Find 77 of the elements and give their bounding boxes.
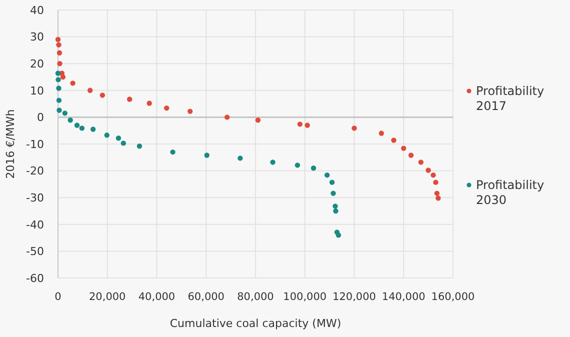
point: [79, 126, 85, 131]
x-tick-label: 40,000: [138, 291, 176, 303]
point: [270, 160, 276, 165]
y-tick-label: -60: [26, 272, 44, 285]
point: [297, 122, 303, 127]
point: [352, 126, 357, 131]
point: [146, 100, 152, 106]
point: [378, 130, 384, 136]
y-tick-label: -50: [26, 245, 44, 258]
point: [56, 98, 62, 103]
point: [56, 77, 61, 82]
point: [433, 180, 438, 185]
point: [418, 160, 424, 165]
point: [62, 110, 68, 116]
y-tick-label: -40: [26, 218, 44, 232]
y-tick-label: 0: [37, 111, 44, 124]
x-tick-label: 60,000: [188, 291, 224, 303]
point: [126, 96, 132, 102]
y-tick-label: 30: [30, 30, 44, 44]
point: [238, 156, 243, 161]
point: [310, 166, 316, 171]
y-tick-label: 40: [30, 4, 44, 17]
point: [60, 74, 66, 80]
point: [304, 122, 310, 128]
point: [56, 86, 62, 91]
point: [90, 126, 96, 132]
legend-label: Profitability 2017: [476, 84, 544, 113]
point: [116, 136, 122, 141]
point: [330, 190, 336, 196]
y-tick-label: -30: [26, 191, 44, 204]
point: [74, 122, 80, 128]
x-tick-label: 80,000: [237, 291, 274, 303]
y-tick-label: -10: [26, 138, 44, 151]
point: [294, 162, 300, 168]
point: [401, 146, 406, 151]
point: [55, 70, 61, 76]
x-axis-title: Cumulative coal capacity (MW): [170, 317, 342, 330]
x-tick-label: 160,000: [431, 291, 475, 303]
point: [57, 61, 62, 66]
point: [164, 105, 170, 111]
point: [87, 88, 93, 93]
point: [333, 208, 338, 214]
point: [70, 80, 76, 86]
point: [408, 152, 414, 158]
legend-label: Profitability 2030: [476, 178, 544, 207]
point: [332, 204, 338, 209]
y-tick-label: 20: [30, 57, 44, 70]
point: [436, 196, 441, 201]
point: [391, 138, 396, 143]
y-axis-title: 2016 €/MWh: [4, 109, 17, 179]
point: [56, 42, 62, 48]
point: [329, 180, 335, 185]
point: [204, 152, 210, 158]
point: [100, 92, 106, 98]
point: [255, 118, 261, 123]
point: [136, 144, 142, 149]
point: [434, 190, 440, 196]
point: [324, 172, 330, 178]
y-tick-label: -20: [26, 164, 44, 178]
x-tick-label: 100,000: [283, 291, 327, 303]
point: [55, 36, 61, 42]
point: [224, 114, 230, 120]
x-tick-label: 20,000: [89, 291, 126, 303]
point: [120, 140, 126, 146]
point: [430, 172, 436, 178]
point: [104, 132, 110, 138]
point: [56, 108, 62, 113]
y-tick-label: 10: [30, 84, 44, 98]
point: [56, 50, 62, 56]
point: [68, 118, 73, 123]
point: [170, 149, 176, 155]
x-tick-label: 0: [54, 291, 62, 303]
point: [187, 108, 193, 114]
x-tick-label: 140,000: [382, 291, 426, 303]
point: [336, 232, 342, 238]
x-tick-label: 120,000: [332, 291, 376, 303]
point: [426, 168, 431, 173]
